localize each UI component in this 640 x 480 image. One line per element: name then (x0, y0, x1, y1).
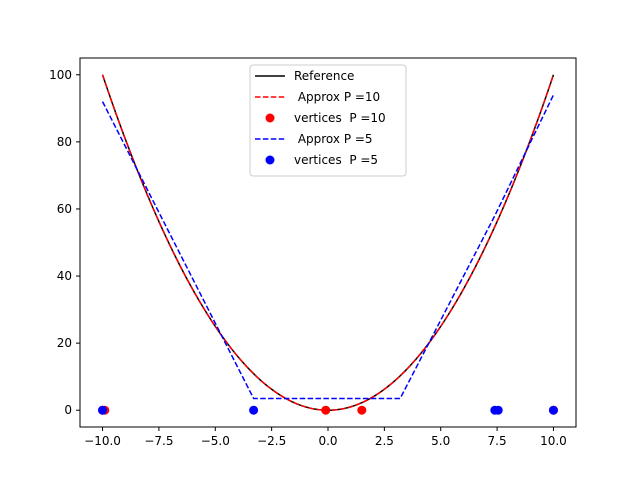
y-tick-label: 60 (57, 202, 72, 216)
legend-label: Reference (294, 69, 354, 83)
x-tick-label: 2.5 (375, 434, 394, 448)
x-tick-label: 0.0 (318, 434, 337, 448)
x-tick-label: −10.0 (84, 434, 121, 448)
vertex-point-2-3 (357, 405, 367, 415)
vertex-point-4-1 (249, 405, 259, 415)
legend-label: Approx P =5 (294, 132, 373, 146)
x-tick-label: −7.5 (144, 434, 173, 448)
y-tick-label: 0 (64, 403, 72, 417)
x-tick-label: 7.5 (488, 434, 507, 448)
marker-layer (98, 405, 558, 415)
vertex-point-4-0 (98, 405, 108, 415)
legend-marker-swatch (265, 113, 275, 123)
legend-label: Approx P =10 (294, 90, 380, 104)
x-tick-label: −5.0 (201, 434, 230, 448)
vertex-point-4-4 (548, 405, 558, 415)
legend-label: vertices P =10 (294, 111, 386, 125)
y-tick-label: 20 (57, 336, 72, 350)
x-axis: −10.0 −7.5 −5.0 −2.5 0.0 2.5 5.0 7.5 10.0 (84, 427, 567, 448)
legend-box (249, 64, 407, 177)
x-tick-label: 10.0 (540, 434, 567, 448)
legend-label: vertices P =5 (294, 153, 378, 167)
y-tick-label: 40 (57, 269, 72, 283)
y-axis: 0 20 40 60 80 100 (49, 68, 80, 417)
vertex-point-2-2 (321, 405, 331, 415)
legend-marker-swatch (265, 155, 275, 165)
legend: Reference Approx P =10 vertices P =10 App… (249, 64, 407, 177)
series-line-3 (101, 94, 555, 400)
vertex-point-4-3 (493, 405, 503, 415)
x-tick-label: −2.5 (257, 434, 286, 448)
x-tick-label: 5.0 (431, 434, 450, 448)
y-tick-label: 100 (49, 68, 72, 82)
y-tick-label: 80 (57, 135, 72, 149)
plot-area: −10.0 −7.5 −5.0 −2.5 0.0 2.5 5.0 7.5 10.0 0 20 40 6… (49, 57, 577, 448)
